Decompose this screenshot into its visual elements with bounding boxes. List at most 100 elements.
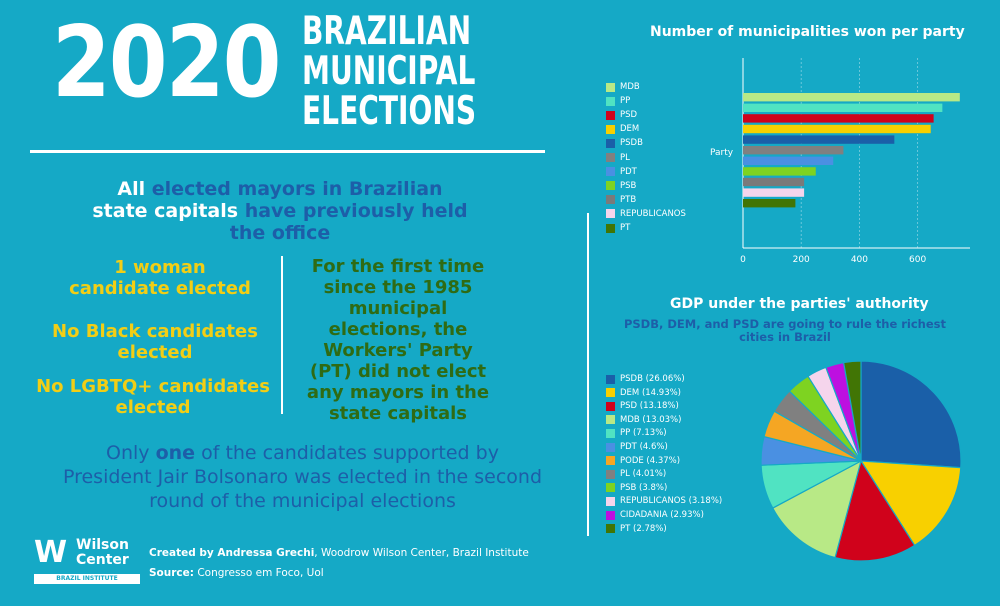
bar-legend-item: PL <box>606 153 630 163</box>
pie-slice-psdb <box>860 360 962 469</box>
bar-legend-label: PL <box>620 152 630 163</box>
pie-legend-item: PODE (4.37%) <box>606 456 680 466</box>
bar-legend-label: PSB <box>620 180 637 191</box>
pie-legend-swatch <box>606 483 615 493</box>
title-line-3: ELECTIONS <box>302 89 477 134</box>
credit-line: Created by Andressa Grechi, Woodrow Wils… <box>149 547 529 559</box>
pie-legend-item: REPUBLICANOS (3.18%) <box>606 496 722 506</box>
only-part-e: round of the municipal elections <box>149 490 456 512</box>
bar-legend-label: PT <box>620 223 631 233</box>
source-rest: Congresso em Foco, Uol <box>193 567 324 579</box>
fact-black-line-2: elected <box>117 342 193 363</box>
pie-legend-swatch <box>606 456 615 466</box>
pie-legend-swatch <box>606 415 615 425</box>
logo-name-2: Center <box>76 552 129 568</box>
bar-legend-swatch <box>606 167 615 177</box>
fact-pt-line: Workers' Party <box>323 340 473 361</box>
bar-legend-label: PDT <box>620 166 637 177</box>
pie-chart <box>760 360 962 562</box>
fact-lgbtq: No LGBTQ+ candidates elected <box>22 376 284 418</box>
only-part-c: of the candidates supported by <box>195 442 499 464</box>
pie-legend-item: PT (2.78%) <box>606 524 667 534</box>
pie-slice-pt <box>842 360 862 462</box>
intro-part-d: have previously held <box>244 200 468 222</box>
bar-legend-item: MDB <box>606 82 640 92</box>
pie-legend-swatch <box>606 496 615 506</box>
fact-woman-line-1: 1 woman <box>114 257 206 278</box>
fact-black-line-1: No Black candidates <box>52 321 258 342</box>
pie-legend-label: REPUBLICANOS (3.18%) <box>620 496 723 507</box>
pie-legend-item: PL (4.01%) <box>606 469 666 479</box>
bar-legend-label: PP <box>620 96 631 107</box>
bar-tick-label: 400 <box>851 255 868 265</box>
pie-legend-item: PSDB (26.06%) <box>606 374 685 384</box>
bolsonaro-statement: Only one of the candidates supported by … <box>30 441 575 513</box>
fact-pt-line: municipal <box>348 298 448 319</box>
pie-legend-label: PSD (13.18%) <box>620 401 679 412</box>
pie-legend-swatch <box>606 469 615 479</box>
fact-pt: For the first time since the 1985 munici… <box>288 256 508 424</box>
pie-legend-item: PSB (3.8%) <box>606 483 667 493</box>
bar-legend-item: PT <box>606 223 630 233</box>
title-year: 2020 <box>52 6 281 120</box>
pie-legend-item: CIDADANIA (2.93%) <box>606 510 704 520</box>
pie-legend-item: PSD (13.18%) <box>606 401 679 411</box>
bar-legend-swatch <box>606 153 615 162</box>
pie-legend-item: PP (7.13%) <box>606 428 667 438</box>
fact-pt-line: For the first time <box>311 256 485 277</box>
credit-label: Created by Andressa Grechi <box>149 547 315 559</box>
pie-legend-item: DEM (14.93%) <box>606 388 681 398</box>
facts-divider <box>281 256 283 414</box>
intro-part-e: the office <box>229 222 331 244</box>
bar-ylabel: Party <box>710 148 734 158</box>
pie-legend-label: PP (7.13%) <box>620 428 667 439</box>
bar-legend-swatch <box>606 82 615 92</box>
bar-chart: Party 0 200 400 600 <box>710 58 970 265</box>
bar-pl <box>743 146 844 155</box>
fact-pt-line: (PT) did not elect <box>309 361 487 382</box>
pie-legend-label: PODE (4.37%) <box>620 455 681 466</box>
pie-legend-swatch <box>606 374 615 384</box>
pie-slice-mdb <box>771 459 862 559</box>
fact-woman-line-2: candidate elected <box>69 278 251 299</box>
bar-legend-item: PP <box>606 96 630 106</box>
bar-legend-swatch <box>606 195 615 205</box>
pie-legend-item: MDB (13.03%) <box>606 415 681 425</box>
wilson-center-logo: W Wilson Center BRAZIL INSTITUTE <box>34 538 140 588</box>
pie-legend-label: DEM (14.93%) <box>620 387 681 398</box>
fact-woman: 1 woman candidate elected <box>40 257 280 299</box>
pie-slice-psd <box>834 459 916 562</box>
pie-chart-subtitle: PSDB, DEM, and PSD are going to rule the… <box>623 317 947 344</box>
pie-legend-label: PSB (3.8%) <box>620 482 668 493</box>
fact-pt-line: any mayors in the <box>306 382 490 403</box>
pie-slice-dem <box>859 460 962 547</box>
pie-legend-item: PDT (4.6%) <box>606 442 668 452</box>
bar-psdb <box>743 135 895 144</box>
bar-tick-label: 200 <box>793 255 810 265</box>
title-line-2: MUNICIPAL <box>302 49 476 94</box>
bar-legend-swatch <box>606 124 615 134</box>
bar-legend-swatch <box>606 181 615 191</box>
bar-legend-label: REPUBLICANOS <box>620 208 686 219</box>
pie-legend-swatch <box>606 442 615 452</box>
pie-legend-swatch <box>606 388 615 398</box>
bar-legend-item: PSDB <box>606 138 643 148</box>
bar-legend-item: REPUBLICANOS <box>606 209 686 219</box>
fact-pt-line: since the 1985 <box>323 277 473 298</box>
bar-tick-label: 0 <box>740 255 746 265</box>
intro-statement: All elected mayors in Brazilian state ca… <box>60 178 500 244</box>
bar-legend: MDB PP PSD DEM PSDB PL PDT PSB PTB REPUBLICANOS PT <box>606 82 726 242</box>
bar-pt <box>743 199 796 208</box>
bar-pdt <box>743 156 834 165</box>
pie-chart-title: GDP under the parties' authority <box>670 296 929 312</box>
bar-legend-swatch <box>606 96 615 106</box>
logo-name-1: Wilson <box>76 537 129 553</box>
pie-legend-label: MDB (13.03%) <box>620 414 682 425</box>
bar-legend-swatch <box>606 223 615 233</box>
bar-pp <box>743 103 943 112</box>
pie-legend-swatch <box>606 524 615 534</box>
pie-legend-label: CIDADANIA (2.93%) <box>620 510 704 520</box>
fact-black: No Black candidates elected <box>30 321 280 363</box>
pie-legend-label: PL (4.01%) <box>620 469 667 480</box>
bar-dem <box>743 124 931 134</box>
